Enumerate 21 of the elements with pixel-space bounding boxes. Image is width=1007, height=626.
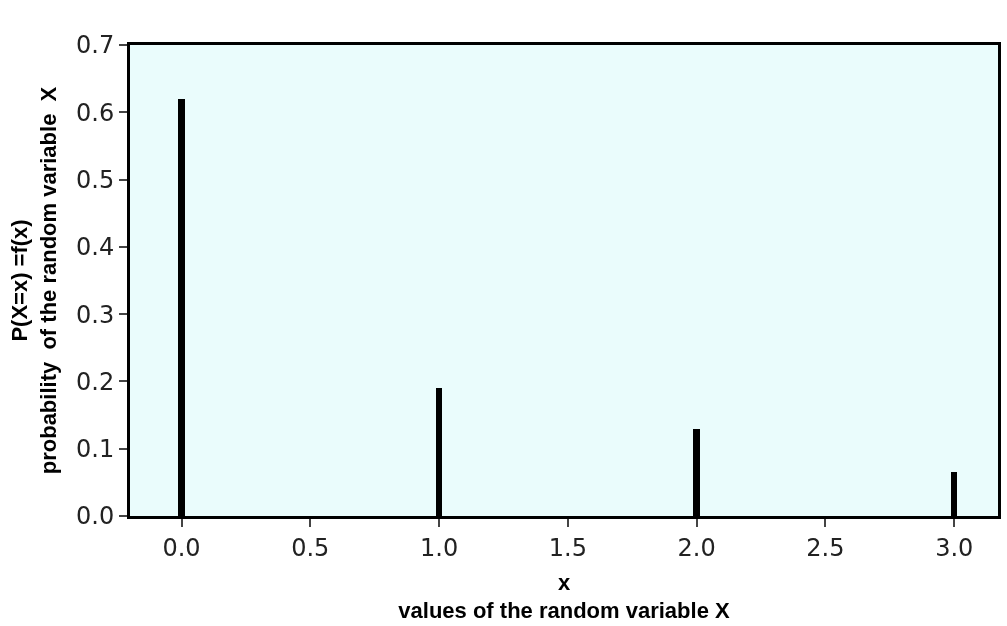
x-tick-label: 2.5 <box>806 533 845 562</box>
x-tick-label: 0.0 <box>162 533 201 562</box>
y-tick-label: 0.5 <box>76 165 115 194</box>
y-tick-label: 0.7 <box>76 31 115 60</box>
x-tick-label: 0.5 <box>291 533 330 562</box>
x-tick-label: 1.5 <box>548 533 587 562</box>
bar <box>951 472 957 516</box>
y-tick-label: 0.0 <box>76 502 115 531</box>
bar <box>693 429 700 516</box>
y-tick-label: 0.1 <box>76 435 115 464</box>
x-tick-label: 1.0 <box>419 533 459 562</box>
x-tick-label: 3.0 <box>935 533 974 562</box>
y-axis-title: P(X=x) =f(x) probability of the random variable X <box>7 86 61 475</box>
y-tick-label: 0.3 <box>76 300 115 329</box>
bar <box>436 388 442 516</box>
y-tick-label: 0.2 <box>76 367 115 396</box>
bar <box>178 99 185 516</box>
y-tick-label: 0.4 <box>76 233 115 262</box>
x-tick-label: 2.0 <box>677 533 716 562</box>
y-tick-label: 0.6 <box>76 98 115 127</box>
x-axis-title: x values of the random variable X <box>398 569 730 624</box>
